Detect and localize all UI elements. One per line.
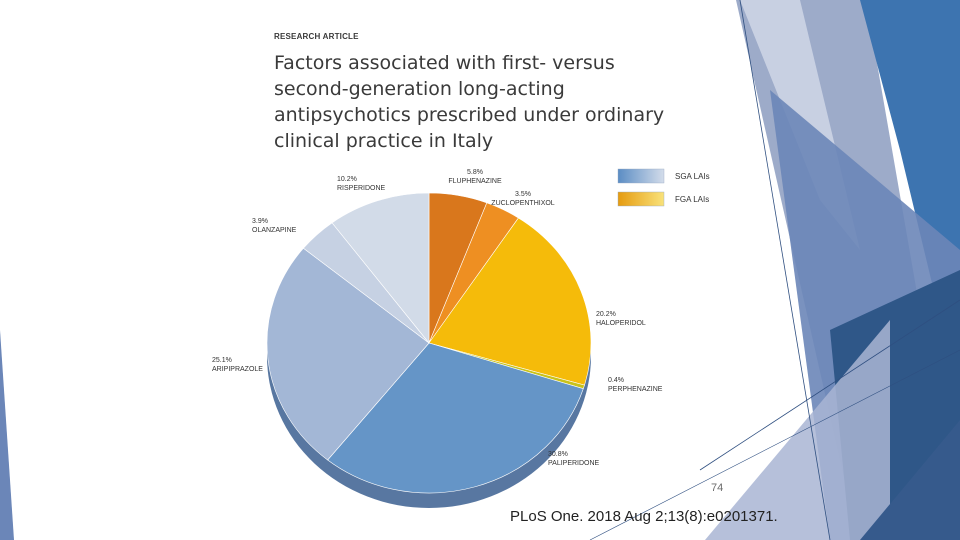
- slice-value-label-risperidone: 10.2%: [337, 176, 357, 183]
- article-kicker: RESEARCH ARTICLE: [274, 32, 359, 41]
- deco-thin-line-3: [589, 349, 960, 540]
- slice-value-label-perphenazine: 0.4%: [608, 377, 624, 384]
- slice-name-label-fluphenazine: FLUPHENAZINE: [448, 178, 502, 185]
- legend-label-fga-lais: FGA LAIs: [675, 195, 709, 204]
- slice-name-label-perphenazine: PERPHENAZINE: [608, 386, 663, 393]
- deco-thin-line-1: [739, 0, 831, 540]
- legend-swatch-fga-lais: [617, 191, 665, 207]
- slice-value-label-olanzapine: 3.9%: [252, 218, 268, 225]
- legend-swatch-sga-lais: [617, 168, 665, 184]
- deco-thin-line-2: [699, 299, 960, 471]
- slice-name-label-haloperidol: HALOPERIDOL: [596, 320, 646, 327]
- pie-slice-paliperidone: [327, 342, 584, 494]
- slice-name-label-risperidone: RISPERIDONE: [337, 185, 386, 192]
- slice-name-label-zuclopenthixol: ZUCLOPENTHIXOL: [491, 200, 555, 207]
- citation: PLoS One. 2018 Aug 2;13(8):e0201371.: [510, 508, 778, 525]
- page-number: 74: [711, 482, 724, 494]
- legend-label-sga-lais: SGA LAIs: [675, 172, 710, 181]
- pie-slice-haloperidol: [428, 217, 592, 386]
- slice-value-label-aripiprazole: 25.1%: [212, 357, 232, 364]
- pie-slice-risperidone: [331, 192, 430, 344]
- deco-shape-lower-left: [705, 320, 890, 540]
- deco-shape-blue-top: [860, 0, 960, 400]
- slice-name-label-paliperidone: PALIPERIDONE: [548, 460, 600, 467]
- slice-name-label-aripiprazole: ARIPIPRAZOLE: [212, 366, 263, 373]
- deco-shape-deep: [860, 420, 960, 540]
- article-title: Factors associated with first- versus se…: [274, 52, 665, 152]
- slice-value-label-zuclopenthixol: 3.5%: [515, 191, 531, 198]
- slice-name-label-olanzapine: OLANZAPINE: [252, 227, 297, 234]
- slice-value-label-haloperidol: 20.2%: [596, 311, 616, 318]
- slice-value-label-paliperidone: 30.8%: [548, 451, 568, 458]
- slice-value-label-fluphenazine: 5.8%: [467, 169, 483, 176]
- pie-slice-aripiprazole: [266, 247, 430, 461]
- deco-shape-left-edge: [0, 330, 14, 540]
